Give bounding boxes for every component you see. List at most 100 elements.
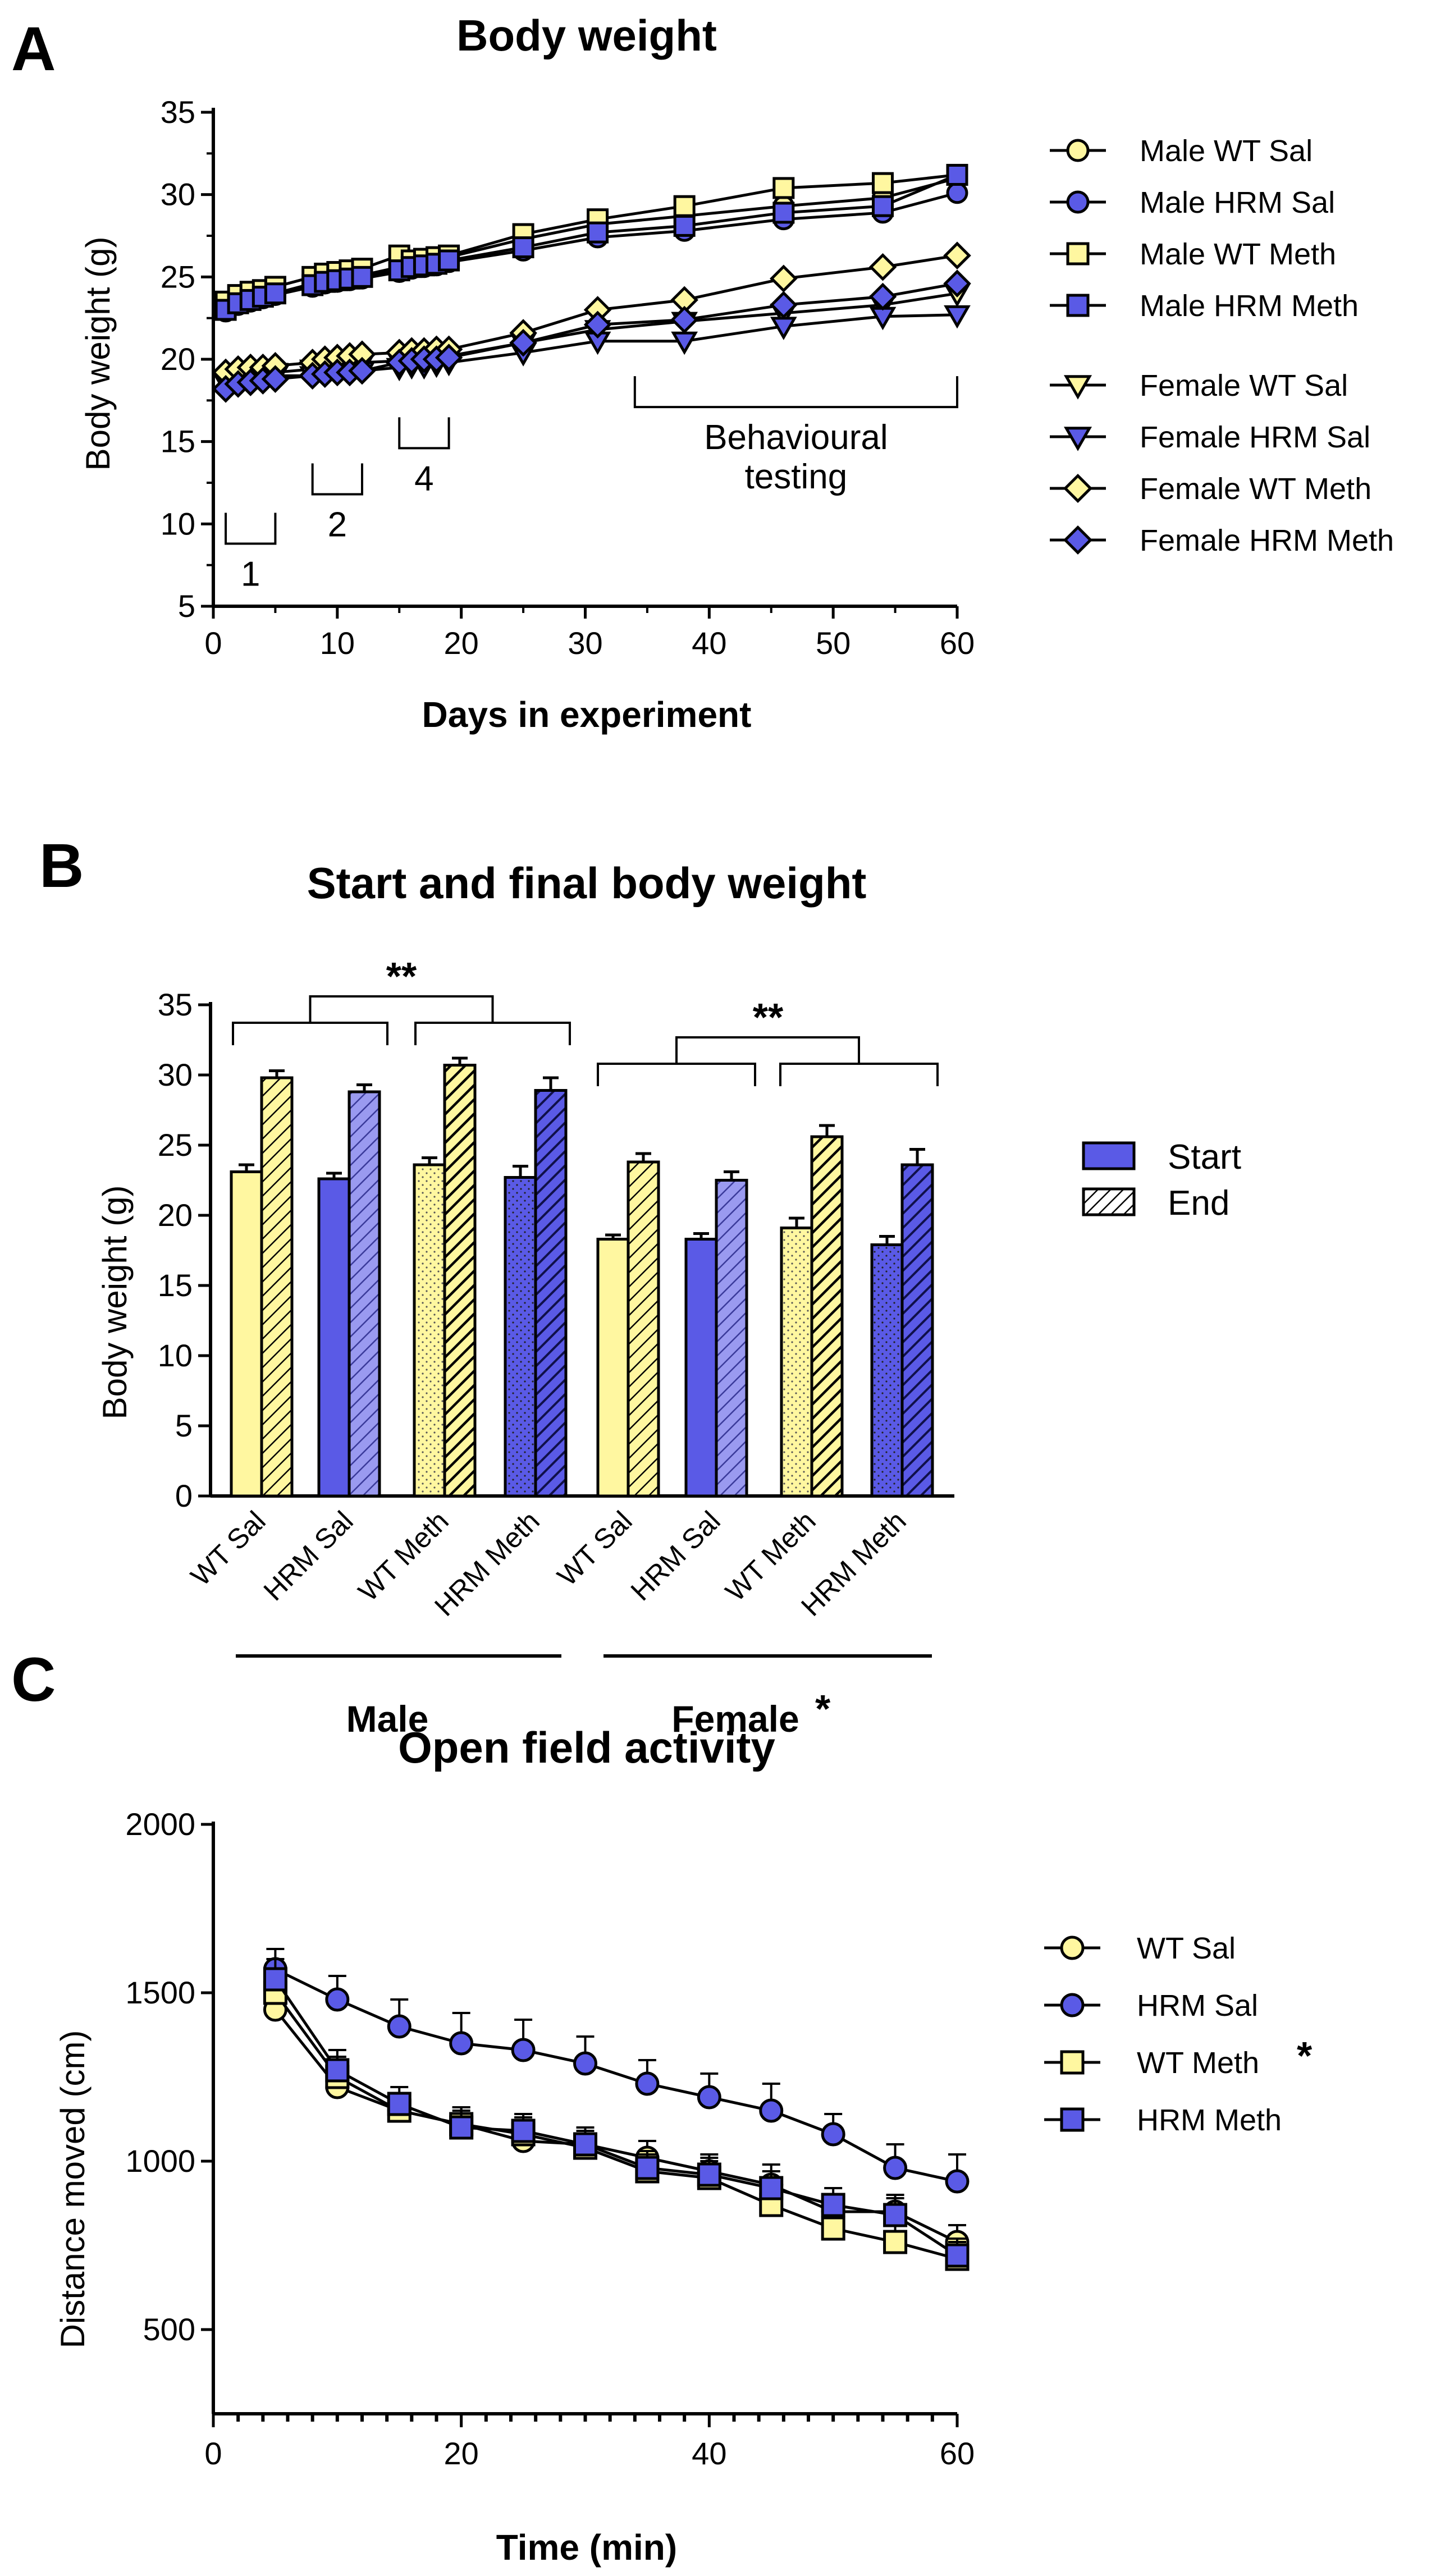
sig-bracket (675, 1036, 860, 1064)
data-point (770, 264, 798, 293)
legend-marker (1066, 242, 1090, 266)
y-tick-label: 2000 (125, 1806, 195, 1842)
y-tick-label: 35 (158, 987, 193, 1022)
data-point (673, 214, 696, 237)
data-point (883, 2203, 908, 2227)
data-point (872, 172, 894, 194)
bar (260, 1076, 294, 1498)
sig-stars: ** (753, 995, 784, 1039)
data-point (511, 2119, 536, 2143)
legend-marker (1063, 525, 1093, 555)
bar (780, 1227, 813, 1498)
chart-a-xlabel: Days in experiment (422, 694, 752, 735)
chart-c-title: Open field activity (398, 1723, 775, 1772)
bar (230, 1170, 263, 1498)
annotation-label: 4 (414, 459, 433, 498)
data-point (671, 331, 698, 355)
bar (684, 1238, 718, 1498)
sig-stars: ** (386, 954, 417, 998)
legend-label: Male WT Meth (1140, 237, 1336, 271)
category-label: WT Sal (185, 1505, 272, 1592)
data-point (387, 2092, 411, 2116)
data-point (261, 365, 290, 393)
data-point (697, 2162, 721, 2187)
legend-swatch (1082, 1141, 1136, 1170)
x-tick-label: 40 (692, 2436, 726, 2471)
legend-label: WT Sal (1137, 1932, 1236, 1965)
x-tick-label: 0 (204, 2436, 222, 2471)
chart-a-ylabel: Body weight (g) (79, 237, 117, 471)
sig-bracket (232, 1022, 388, 1045)
data-point (264, 282, 286, 305)
panel-letter-a: A (11, 15, 56, 84)
data-point (943, 241, 971, 269)
data-point (435, 344, 463, 372)
legend-marker (1066, 294, 1090, 317)
group-label-male: Male (346, 1698, 429, 1740)
group-label-female: Female (671, 1698, 799, 1740)
data-point (821, 2122, 845, 2147)
chart-c: 500 1000 1500 2000 0 20 40 60 WT Sal HRM Sal WT Me… (125, 1806, 1313, 2471)
sig-bracket (779, 1063, 939, 1086)
annotation-label: testing (745, 457, 848, 496)
data-point (945, 2169, 970, 2194)
legend-marker (1060, 2050, 1085, 2075)
legend-label: WT Meth (1137, 2046, 1259, 2080)
bar (900, 1163, 934, 1498)
data-point (509, 328, 537, 357)
y-tick-label: 25 (158, 1127, 193, 1163)
legend-label: HRM Meth (1137, 2103, 1282, 2137)
data-point (868, 253, 897, 281)
bar (348, 1090, 381, 1498)
x-tick-label: 40 (692, 625, 726, 661)
data-point (670, 305, 698, 334)
annotation-bracket (633, 376, 958, 409)
data-point (351, 266, 373, 288)
x-tick-label: 50 (816, 625, 851, 661)
data-point (512, 236, 534, 259)
data-point (945, 2243, 970, 2268)
data-point (449, 2115, 474, 2140)
data-point (263, 1967, 287, 1992)
data-point (946, 182, 968, 204)
y-tick-label: 20 (158, 1197, 193, 1233)
y-tick-label: 15 (158, 1268, 193, 1303)
y-tick-label: 30 (158, 1057, 193, 1092)
data-point (872, 195, 894, 217)
data-point (697, 2085, 721, 2110)
y-tick-label: 10 (158, 1338, 193, 1373)
annotation-bracket (311, 463, 363, 496)
data-point (587, 221, 609, 244)
legend-significance: * (1297, 2034, 1313, 2078)
y-tick-label: 5 (175, 1408, 193, 1443)
bar (870, 1243, 904, 1498)
data-point (821, 2193, 845, 2217)
y-tick-label: 35 (161, 94, 195, 130)
bar (534, 1089, 568, 1498)
chart-a-title: Body weight (456, 11, 717, 60)
legend-marker (1060, 1936, 1085, 1960)
legend-marker (1063, 473, 1093, 504)
data-point (943, 269, 971, 298)
data-point (883, 2230, 908, 2254)
category-label: HRM Sal (258, 1505, 359, 1607)
series-line (275, 1968, 958, 2183)
legend-marker (1063, 427, 1092, 451)
group-female-significance: * (815, 1687, 831, 1731)
legend-marker (1060, 2107, 1085, 2132)
data-point (821, 2216, 845, 2241)
series-line (274, 1978, 958, 2257)
chart-c-xlabel: Time (min) (496, 2527, 677, 2568)
legend-marker (1060, 1993, 1085, 2017)
legend-label: HRM Sal (1137, 1989, 1258, 2023)
data-point (511, 2038, 536, 2062)
annotation-bracket (398, 417, 450, 450)
data-point (770, 291, 798, 319)
data-point (772, 177, 795, 199)
annotation-label: 2 (328, 506, 347, 545)
data-point (449, 2031, 474, 2056)
legend-swatch (1082, 1187, 1136, 1216)
y-tick-label: 25 (161, 259, 195, 294)
